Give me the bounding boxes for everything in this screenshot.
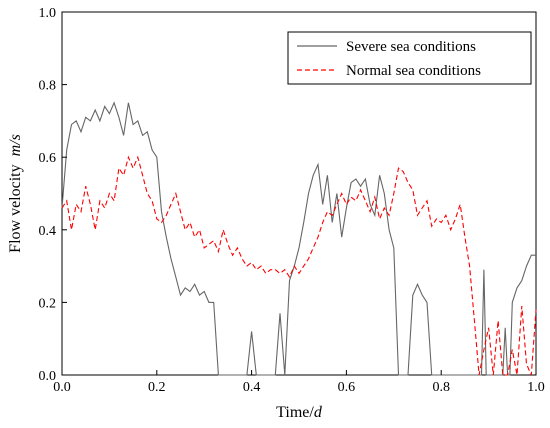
y-axis-label: Flow velocity [7,156,24,252]
x-tick-label: 1.0 [527,380,545,395]
x-tick-label: 0.6 [338,380,356,395]
legend-box [287,31,532,85]
y-tick-label: 0.8 [39,79,57,94]
series-line-severe [61,101,536,376]
legend: Severe sea conditions Normal sea conditi… [287,31,532,85]
y-axis-unit: m/s [7,134,24,156]
x-axis-label: Time/ [276,404,314,421]
x-axis-title: Time/d [276,404,323,421]
y-tick-label: 0.6 [39,151,57,166]
y-axis-ticks: 0.0 0.2 0.4 0.6 0.8 1.0 [39,6,67,384]
series-line-normal [61,155,537,376]
legend-label-normal: Normal sea conditions [346,63,481,79]
y-axis-title: Flow velocity m/s [7,134,24,253]
y-tick-label: 0.0 [39,369,57,384]
x-tick-label: 0.4 [243,380,261,395]
x-tick-label: 0.0 [53,380,71,395]
y-tick-label: 0.4 [39,224,57,239]
plot-frame [61,11,537,376]
series-layer [61,101,537,376]
x-tick-label: 0.8 [432,380,450,395]
x-tick-label: 0.2 [148,380,166,395]
x-axis-ticks: 0.0 0.2 0.4 0.6 0.8 1.0 [53,370,545,395]
legend-label-severe: Severe sea conditions [346,39,476,55]
y-tick-label: 1.0 [39,6,57,21]
x-axis-unit: d [314,404,323,421]
y-tick-label: 0.2 [39,296,57,311]
